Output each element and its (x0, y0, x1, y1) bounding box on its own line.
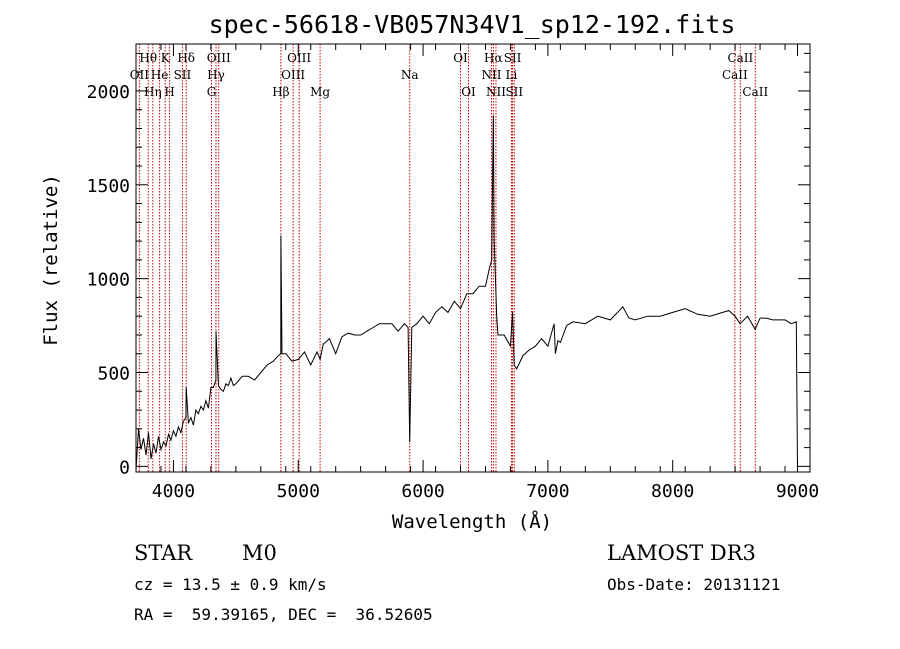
spectral-line-label: Hθ (139, 51, 157, 65)
object-class: STAR (134, 541, 193, 565)
x-tick-label: 6000 (401, 481, 444, 502)
spectral-line-label: OIII (287, 51, 311, 65)
spectral-line-label: He (151, 68, 169, 82)
spectral-line-label: Hγ (207, 68, 225, 82)
sky-coordinates: RA = 59.39165, DEC = 36.52605 (134, 605, 433, 624)
object-subclass: M0 (242, 541, 277, 565)
plot-frame (135, 43, 811, 473)
spectral-line-label: OIII (281, 68, 305, 82)
spectral-line-label: OI (453, 51, 468, 65)
spectral-line-label: K (161, 51, 171, 65)
x-tick-label: 4000 (152, 481, 195, 502)
spectral-line-label: H (164, 85, 174, 99)
spectral-line-label: SII (505, 85, 523, 99)
observation-date: Obs-Date: 20131121 (607, 575, 780, 594)
survey-name: LAMOST DR3 (607, 541, 756, 565)
spectral-line-label: NII (486, 85, 506, 99)
spectral-line-label: Hβ (272, 85, 289, 99)
spectral-line-label: OI (461, 85, 476, 99)
spectral-line-label: CaII (727, 51, 753, 65)
redshift-velocity: cz = 13.5 ± 0.9 km/s (134, 575, 327, 594)
y-tick-label: 1000 (87, 270, 130, 291)
spectral-line-label: SII (174, 68, 192, 82)
x-tick-label: 9000 (776, 481, 819, 502)
spectral-line-label: CaII (742, 85, 768, 99)
spectral-line-label: NII (481, 68, 501, 82)
spectral-line-label: OIII (207, 51, 231, 65)
y-tick-label: 0 (119, 457, 130, 478)
spectral-line-label: Li (506, 68, 518, 82)
x-axis-label: Wavelength (Å) (392, 510, 552, 533)
spectral-line-label: OII (130, 68, 150, 82)
spectral-line-label: CaII (722, 68, 748, 82)
y-tick-label: 500 (97, 364, 130, 385)
spectral-line-label: Mg (310, 85, 330, 99)
x-tick-label: 5000 (277, 481, 320, 502)
spectral-line-label: Na (401, 68, 419, 82)
y-tick-label: 1500 (87, 176, 130, 197)
chart-title: spec-56618-VB057N34V1_sp12-192.fits (209, 10, 736, 39)
spectrum-series (135, 115, 798, 471)
x-tick-label: 8000 (651, 481, 694, 502)
spectral-line-label: SII (504, 51, 522, 65)
y-tick-label: 2000 (87, 82, 130, 103)
spectral-line-label: Hα (484, 51, 503, 65)
axis-ticks: 4000 5000 6000 7000 8000 9000 0 500 1000 1500 2000 (87, 44, 819, 502)
spectral-lines-layer (138, 44, 756, 472)
spectral-line-label: G (207, 85, 217, 99)
y-axis-label: Flux (relative) (40, 174, 62, 346)
spectral-line-label: Hη (144, 85, 162, 99)
x-tick-label: 7000 (526, 481, 569, 502)
spectral-line-label: Hδ (177, 51, 195, 65)
